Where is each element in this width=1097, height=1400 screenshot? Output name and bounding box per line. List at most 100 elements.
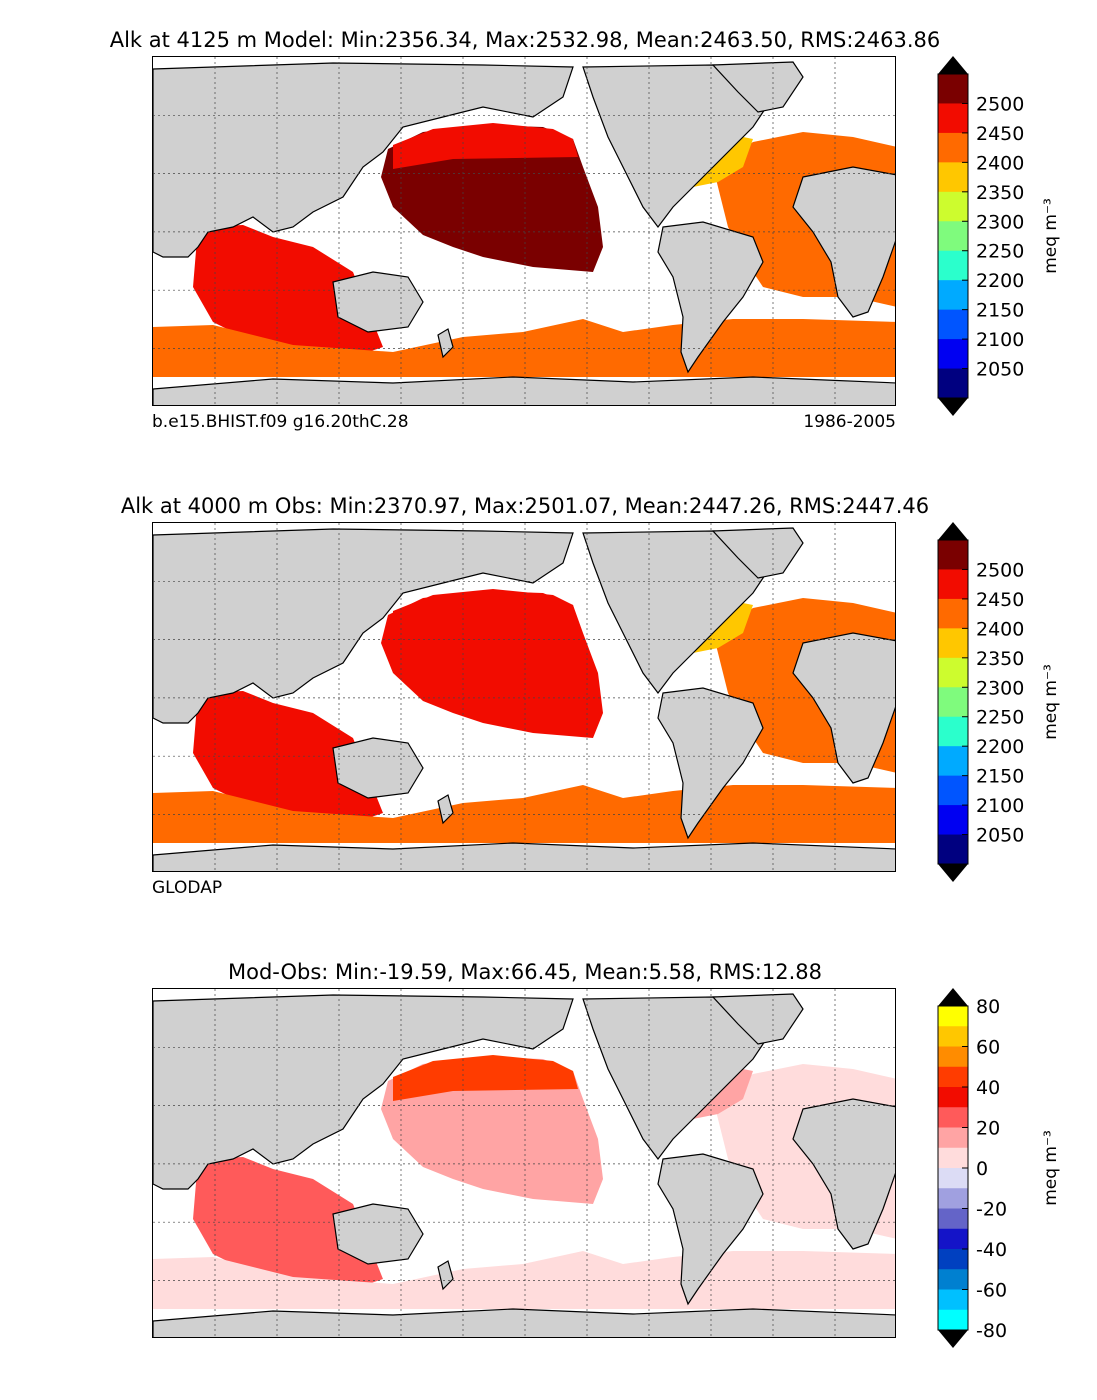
map-model [152, 56, 896, 406]
land-south-america [657, 221, 764, 374]
colorbar-bin [938, 598, 968, 629]
case-label: b.e15.BHIST.f09 g16.20thC.28 [152, 412, 409, 432]
land-australia [332, 271, 424, 333]
panel-title: Alk at 4125 m Model: Min:2356.34, Max:25… [109, 28, 941, 52]
colorbar-tick-label: 2500 [976, 559, 1024, 581]
colorbar-bin [938, 250, 968, 281]
colorbar-bin [938, 657, 968, 688]
colorbar-bin [938, 1289, 968, 1311]
colorbar-tick-label: 2400 [976, 152, 1024, 174]
colorbar-tick-label: -60 [976, 1280, 1007, 1302]
colorbar-units: meq m⁻³ [1041, 664, 1061, 740]
colorbar-bin [938, 569, 968, 600]
land-antarctica [153, 376, 895, 405]
land-greenland [711, 993, 804, 1045]
land-antarctica [153, 842, 895, 871]
colorbar-bin [938, 1046, 968, 1068]
colorbar-bin [938, 132, 968, 163]
colorbar-tick-label: 2450 [976, 123, 1024, 145]
colorbar-model: 2500 2450 2400 2350 2300 2250 2200 2150 2100 2050… [937, 56, 1097, 416]
colorbar-units: meq m⁻³ [1041, 1130, 1061, 1206]
colorbar-units: meq m⁻³ [1041, 198, 1061, 274]
panel-obs: Alk at 4000 m Obs: Min:2370.97, Max:2501… [0, 494, 1097, 934]
ocean-field-indian [193, 225, 383, 357]
colorbar-tick-label: 2050 [976, 359, 1024, 381]
colorbar-tick-label: 2500 [976, 93, 1024, 115]
colorbar-extend-min-arrow [938, 864, 968, 882]
colorbar-bin [938, 1309, 968, 1331]
colorbar-extend-min-arrow [938, 398, 968, 416]
colorbar-bin [938, 74, 968, 104]
land-eurasia [153, 528, 574, 724]
colorbar-bin [938, 1147, 968, 1169]
colorbar-bin [938, 1006, 968, 1027]
map-diff [152, 988, 896, 1338]
colorbar-bin [938, 221, 968, 252]
land-new-zealand [437, 794, 454, 825]
colorbar-frame [937, 73, 969, 399]
colorbar-extend-min-arrow [938, 1330, 968, 1348]
colorbar-bin [938, 280, 968, 311]
ocean-field-pacific_edge [393, 589, 578, 635]
land-australia [332, 737, 424, 799]
colorbar-tick-label: 2200 [976, 270, 1024, 292]
colorbar-tick-label: 2300 [976, 677, 1024, 699]
colorbar-tick-label: 2450 [976, 589, 1024, 611]
colorbar-tick-label: 2100 [976, 329, 1024, 351]
colorbar-tick-label: 2200 [976, 736, 1024, 758]
land-south-america [657, 687, 764, 840]
land-eurasia [153, 994, 574, 1190]
land-greenland [711, 527, 804, 579]
colorbar-extend-max-arrow [938, 522, 968, 540]
ocean-field-pacific_edge [393, 1055, 578, 1101]
land-new-zealand [437, 1260, 454, 1291]
colorbar-tick-label: 2250 [976, 707, 1024, 729]
colorbar-bin [938, 1026, 968, 1047]
colorbar-bin [938, 1087, 968, 1108]
colorbar-diff: 80 60 40 20 0 -20 -40 -60 -80 meq m⁻³ [937, 988, 1097, 1348]
panel-title: Alk at 4000 m Obs: Min:2370.97, Max:2501… [120, 494, 930, 518]
panel-title: Mod-Obs: Min:-19.59, Max:66.45, Mean:5.5… [228, 960, 822, 984]
panel-model: Alk at 4125 m Model: Min:2356.34, Max:25… [0, 28, 1097, 468]
colorbar-tick-label: -40 [976, 1239, 1007, 1261]
land-antarctica [153, 1308, 895, 1337]
colorbar-tick-label: 40 [976, 1077, 1000, 1099]
colorbar-bin [938, 805, 968, 836]
colorbar-bin [938, 1208, 968, 1230]
ocean-field-indian [193, 1157, 383, 1289]
land-eurasia [153, 62, 574, 258]
colorbar-bin [938, 1228, 968, 1250]
colorbar-bin [938, 1168, 968, 1189]
colorbar-bin [938, 162, 968, 193]
colorbar-bin [938, 775, 968, 806]
ocean-field-pacific_edge [393, 123, 578, 169]
colorbar-tick-label: 2300 [976, 211, 1024, 233]
colorbar-tick-label: 2250 [976, 241, 1024, 263]
year-range-label: 1986-2005 [803, 412, 896, 432]
colorbar-tick-label: 2400 [976, 618, 1024, 640]
colorbar-bin [938, 368, 968, 399]
colorbar-bin [938, 309, 968, 340]
colorbar-tick-label: -80 [976, 1320, 1007, 1342]
map-obs [152, 522, 896, 872]
colorbar-bin [938, 1269, 968, 1290]
colorbar-obs: 2500 2450 2400 2350 2300 2250 2200 2150 2100 2050… [937, 522, 1097, 882]
colorbar-extend-max-arrow [938, 56, 968, 74]
colorbar-tick-label: 2350 [976, 182, 1024, 204]
colorbar-tick-label: 2150 [976, 766, 1024, 788]
colorbar-bin [938, 746, 968, 777]
colorbar-bin [938, 339, 968, 370]
colorbar-tick-label: 2100 [976, 795, 1024, 817]
colorbar-bin [938, 540, 968, 570]
colorbar-tick-label: 2150 [976, 300, 1024, 322]
colorbar-bin [938, 1066, 968, 1088]
land-greenland [711, 61, 804, 113]
colorbar-tick-label: 0 [976, 1158, 988, 1180]
colorbar-bin [938, 191, 968, 222]
land-australia [332, 1203, 424, 1265]
colorbar-tick-label: 60 [976, 1037, 1000, 1059]
obs-source-label: GLODAP [152, 878, 223, 898]
colorbar-extend-max-arrow [938, 988, 968, 1006]
land-new-zealand [437, 328, 454, 359]
colorbar-tick-label: -20 [976, 1199, 1007, 1221]
